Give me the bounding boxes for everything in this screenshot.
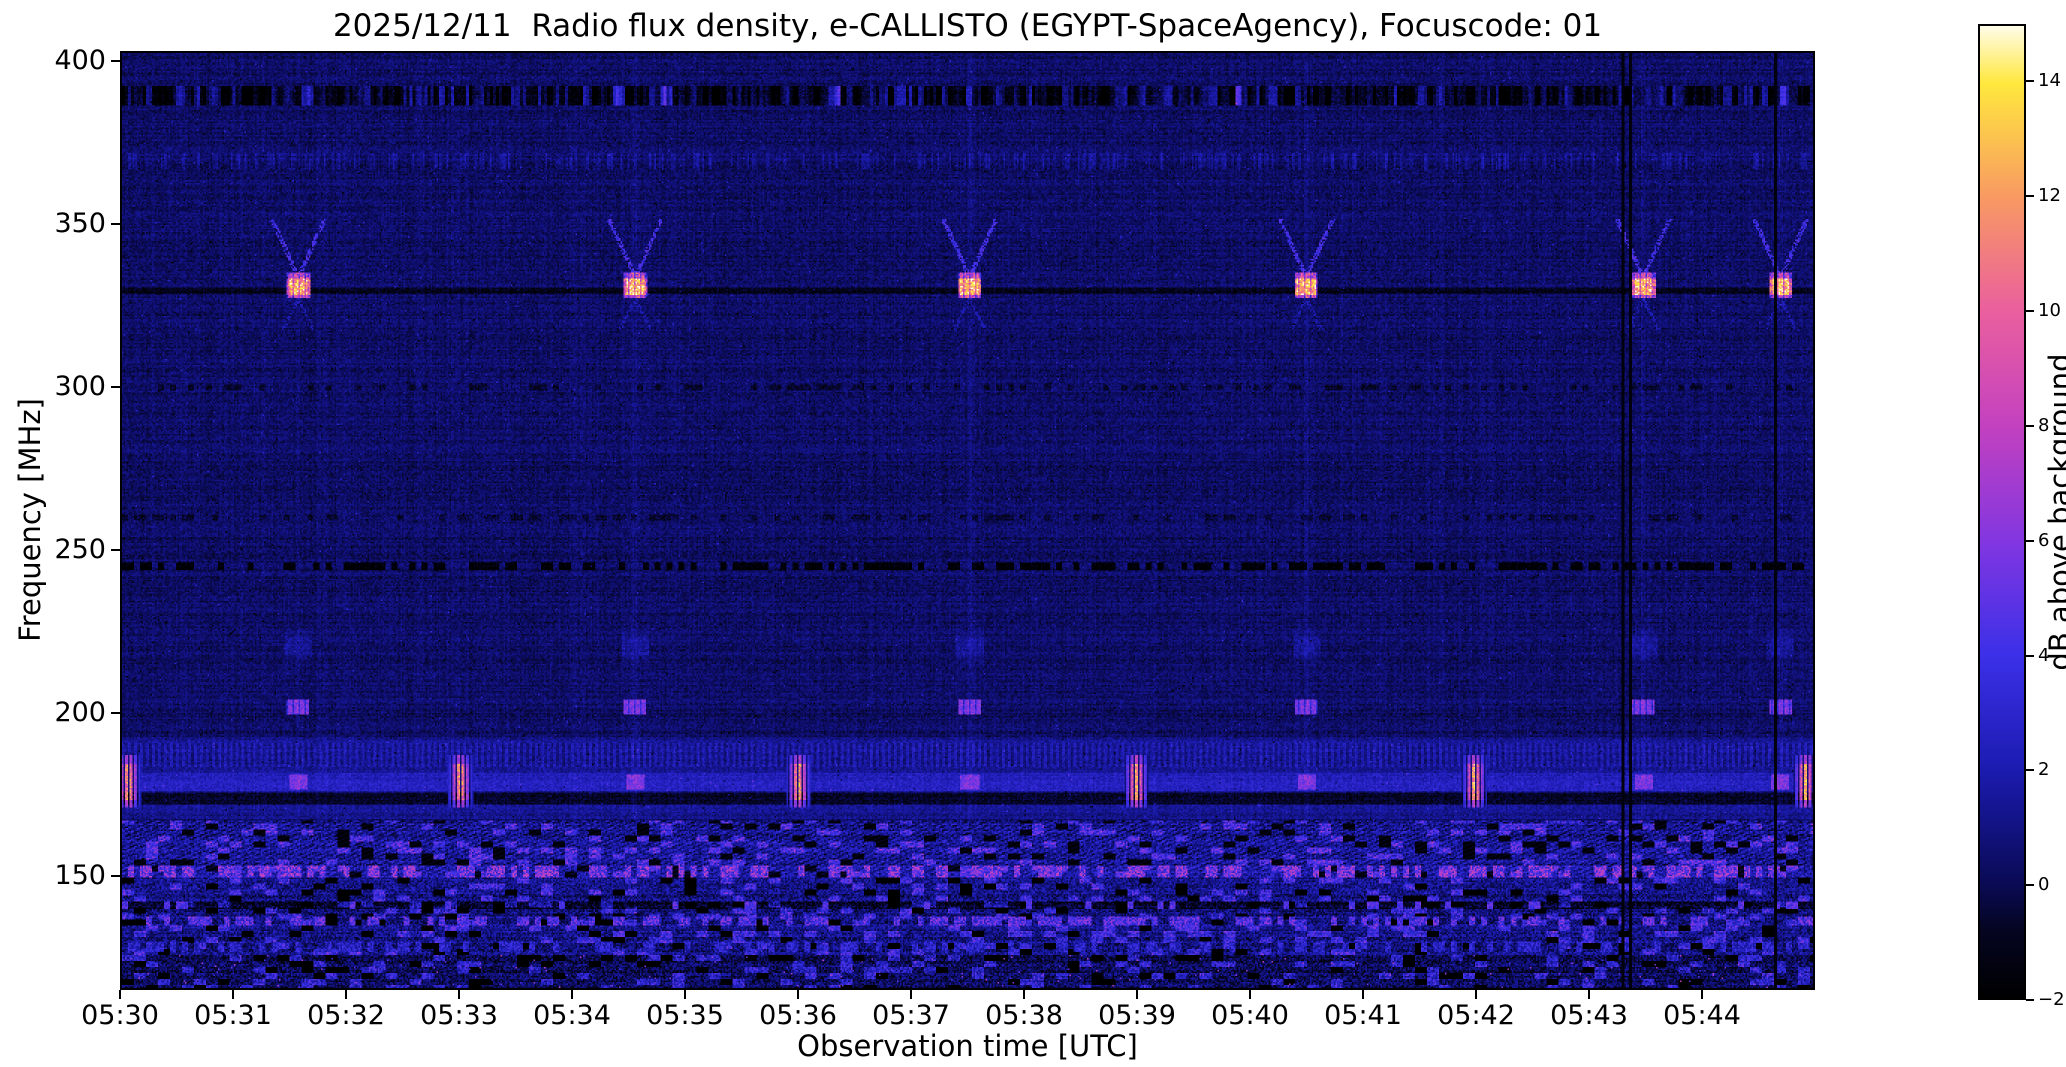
x-axis-label: Observation time [UTC] [797, 1029, 1138, 1063]
spectrogram-canvas [122, 53, 1813, 988]
colorbar-tick-label: 6 [2038, 529, 2050, 551]
x-tick-mark [1023, 990, 1025, 999]
colorbar-tick-label: 10 [2038, 300, 2061, 322]
colorbar-tick-label: 4 [2038, 644, 2050, 666]
x-tick-label: 05:38 [985, 1000, 1063, 1031]
colorbar-tick-mark [2026, 539, 2034, 542]
colorbar-tick-mark [2026, 424, 2034, 427]
x-tick-mark [232, 990, 234, 999]
colorbar-tick-label: 14 [2038, 70, 2061, 92]
x-tick-mark [458, 990, 460, 999]
x-tick-mark [910, 990, 912, 999]
chart-title: 2025/12/11 Radio flux density, e-CALLIST… [332, 8, 1603, 44]
colorbar-tick-mark [2026, 999, 2034, 1001]
y-tick-label: 400 [54, 44, 106, 76]
colorbar-tick-label: 2 [2038, 759, 2050, 781]
y-tick-mark [111, 385, 120, 388]
x-tick-mark [1362, 990, 1364, 999]
x-tick-mark [1588, 990, 1590, 999]
x-tick-mark [1701, 990, 1703, 999]
colorbar-tick-mark [2026, 195, 2034, 198]
y-tick-mark [111, 711, 120, 714]
x-tick-mark [571, 990, 573, 999]
x-tick-label: 05:30 [81, 1000, 159, 1031]
x-tick-label: 05:43 [1550, 1000, 1628, 1031]
colorbar-label: dB above background [2043, 353, 2066, 671]
x-tick-mark [1475, 990, 1477, 999]
colorbar-tick-mark [2026, 80, 2034, 83]
colorbar-tick-label: 12 [2038, 185, 2061, 207]
y-tick-mark [111, 222, 120, 225]
colorbar [1978, 24, 2026, 1000]
x-tick-mark [1136, 990, 1138, 999]
y-tick-mark [111, 874, 120, 877]
colorbar-tick-mark [2026, 884, 2034, 887]
x-tick-label: 05:34 [533, 1000, 611, 1031]
x-tick-label: 05:44 [1663, 1000, 1741, 1031]
colorbar-tick-mark [2026, 654, 2034, 657]
colorbar-tick-mark [2026, 769, 2034, 772]
x-tick-label: 05:31 [194, 1000, 272, 1031]
x-tick-label: 05:33 [420, 1000, 498, 1031]
x-tick-mark [345, 990, 347, 999]
colorbar-tick-label: 8 [2038, 414, 2050, 436]
y-tick-label: 150 [54, 859, 106, 891]
plot-area [120, 51, 1815, 990]
x-tick-label: 05:42 [1437, 1000, 1515, 1031]
colorbar-tick-mark [2026, 310, 2034, 313]
colorbar-tick-label: 0 [2038, 874, 2050, 896]
x-tick-label: 05:36 [759, 1000, 837, 1031]
x-tick-mark [1249, 990, 1251, 999]
x-tick-label: 05:41 [1324, 1000, 1402, 1031]
x-tick-label: 05:39 [1098, 1000, 1176, 1031]
colorbar-tick-label: −2 [2038, 989, 2065, 1010]
y-tick-label: 200 [54, 696, 106, 728]
x-tick-mark [797, 990, 799, 999]
y-tick-mark [111, 59, 120, 62]
y-tick-label: 350 [54, 207, 106, 239]
y-tick-label: 300 [54, 370, 106, 402]
colorbar-gradient [1980, 26, 2024, 998]
y-tick-mark [111, 548, 120, 551]
x-tick-label: 05:40 [1211, 1000, 1289, 1031]
x-tick-label: 05:35 [646, 1000, 724, 1031]
x-tick-mark [119, 990, 121, 999]
x-tick-label: 05:37 [872, 1000, 950, 1031]
y-tick-label: 250 [54, 533, 106, 565]
x-tick-label: 05:32 [307, 1000, 385, 1031]
x-tick-mark [684, 990, 686, 999]
